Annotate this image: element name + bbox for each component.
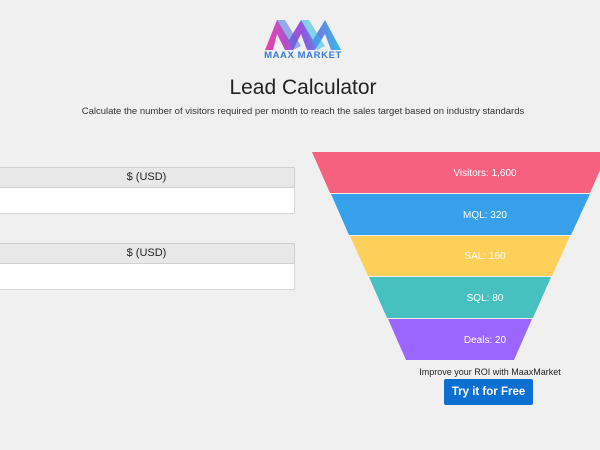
funnel-stage-sql-shape xyxy=(369,277,551,318)
field-1-unit-label: $ (USD) xyxy=(0,167,295,188)
funnel-stage-visitors-shape xyxy=(312,152,600,193)
field-2-input[interactable] xyxy=(0,264,295,290)
funnel-stage-sal: SAL: 160 xyxy=(350,236,570,276)
brand-logo: MAAX MARKET xyxy=(263,16,343,62)
brand-logo-icon xyxy=(265,20,341,50)
funnel-stage-visitors: Visitors: 1,600 xyxy=(312,152,600,193)
page-title: Lead Calculator xyxy=(229,76,377,99)
roi-promo-text: Improve your ROI with MaaxMarket xyxy=(419,367,561,377)
field-2-unit-label: $ (USD) xyxy=(0,243,295,264)
funnel-stage-sal-shape xyxy=(350,236,570,276)
funnel-stage-deals-shape xyxy=(388,319,532,360)
funnel-stage-deals: Deals: 20 xyxy=(388,319,532,360)
funnel-stage-mql-shape xyxy=(331,194,590,235)
funnel-stage-mql: MQL: 320 xyxy=(331,194,590,235)
field-1-input[interactable] xyxy=(0,188,295,214)
try-it-free-button[interactable]: Try it for Free xyxy=(444,379,533,405)
page-subtitle: Calculate the number of visitors require… xyxy=(81,106,525,117)
funnel-stage-sql: SQL: 80 xyxy=(369,277,551,318)
brand-name: MAAX MARKET xyxy=(264,50,342,61)
